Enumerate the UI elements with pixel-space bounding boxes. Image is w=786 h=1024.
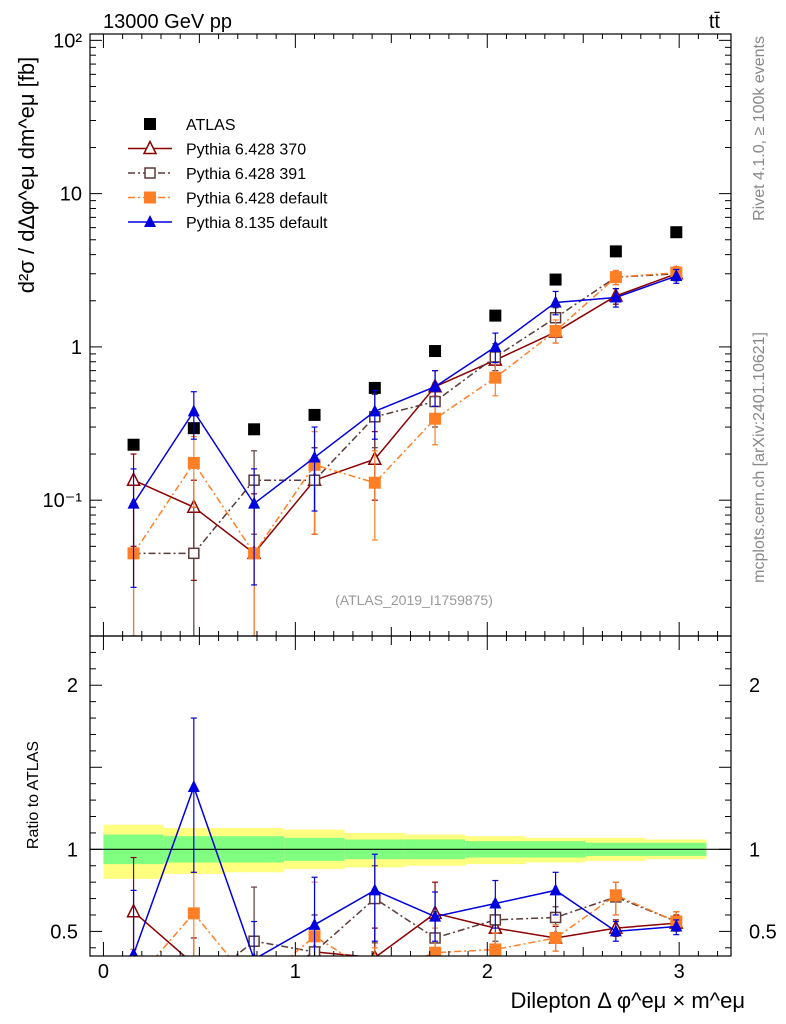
- data-point-py6_default: [429, 412, 442, 425]
- ratio-xlabel: Dilepton Δ φ^eμ × m^eμ: [510, 988, 745, 1013]
- ratio-y-tick-label-right: 0.5: [749, 921, 777, 943]
- ratio-x-tick-label: 1: [290, 961, 301, 983]
- series-line-py8_default: [132, 275, 677, 505]
- ratio-x-tick-label: 3: [674, 961, 685, 983]
- data-point-py8_default: [187, 404, 200, 417]
- axes-layer: 10⁻¹ 1 10 10² 0 1 2 3 0.5 0.5 1 1 2 2: [43, 30, 777, 983]
- main-plot-layer: [126, 226, 684, 636]
- series-line-py6_370: [133, 911, 677, 956]
- series-line-py6_default: [155, 894, 677, 956]
- ratio-x-tick-label: 0: [98, 961, 109, 983]
- legend-marker-py6_default: [144, 191, 156, 204]
- data-point-atlas: [549, 273, 562, 286]
- data-point-py8_default: [127, 496, 140, 509]
- data-point-py8_default: [549, 883, 562, 896]
- data-point-py6_default: [549, 931, 562, 944]
- rivet-version-label: Rivet 4.1.0, ≥ 100k events: [751, 36, 768, 221]
- process-label: tt̄: [709, 11, 721, 33]
- ratio-y-tick-label: 2: [67, 675, 78, 697]
- data-point-py8_default: [252, 952, 256, 956]
- data-point-py8_default: [429, 909, 442, 922]
- data-point-py6_default: [187, 907, 200, 920]
- data-point-py6_default: [549, 324, 562, 337]
- ratio-x-tick-label: 2: [482, 961, 493, 983]
- data-point-atlas: [429, 345, 442, 358]
- data-point-atlas: [670, 226, 683, 239]
- legend-marker-atlas: [144, 118, 156, 130]
- data-point-py6_default: [609, 271, 622, 284]
- series-line-py6_391: [234, 896, 677, 956]
- main-y-tick-label: 1: [71, 337, 82, 359]
- data-point-py6_default: [248, 981, 260, 993]
- data-point-py8_default: [248, 496, 261, 509]
- data-point-py8_default: [129, 947, 138, 956]
- data-point-py8_default: [368, 883, 381, 896]
- legend: ATLAS Pythia 6.428 370 Pythia 6.428 391 Pyt…: [128, 117, 328, 232]
- series-line-py6_default: [132, 271, 677, 555]
- data-point-py8_default: [368, 404, 381, 417]
- legend-marker-py8_default: [144, 215, 156, 227]
- data-point-py6_default: [128, 976, 140, 988]
- ratio-ylabel: Ratio to ATLAS: [25, 741, 42, 849]
- analysis-id-label: (ATLAS_2019_I1759875): [335, 592, 493, 608]
- data-point-py8_default: [429, 379, 442, 392]
- data-point-py6_default: [609, 889, 622, 902]
- data-point-py8_default: [489, 339, 502, 352]
- legend-label-atlas: ATLAS: [186, 117, 236, 134]
- legend-marker-py6_391: [144, 167, 156, 179]
- data-point-py6_default: [187, 456, 200, 469]
- data-point-py6_391: [189, 984, 199, 994]
- source-label: mcplots.cern.ch [arXiv:2401.10621]: [751, 332, 768, 583]
- ratio-uncertainty-bands: [90, 824, 731, 879]
- data-point-py6_default: [369, 968, 381, 980]
- main-y-tick-label: 10²: [53, 30, 82, 52]
- data-point-py6_391: [188, 547, 200, 560]
- data-point-py6_391: [129, 977, 139, 987]
- data-point-atlas: [308, 408, 321, 421]
- series-line-py8_default: [132, 784, 677, 956]
- ratio-y-tick-label-right: 1: [749, 839, 760, 861]
- series-line-py6_391: [133, 273, 677, 555]
- main-y-tick-label: 10: [60, 184, 82, 206]
- data-point-py6_default: [489, 371, 502, 384]
- data-point-py8_default: [609, 924, 622, 937]
- data-point-py8_default: [670, 269, 683, 282]
- data-point-py8_default: [489, 896, 502, 909]
- data-point-py8_default: [187, 779, 200, 792]
- ratio-y-tick-label: 1: [67, 839, 78, 861]
- data-point-atlas: [489, 309, 502, 322]
- legend-label-py8_default: Pythia 8.135 default: [186, 215, 328, 232]
- series-line-py6_370: [133, 273, 677, 555]
- legend-label-py6_default: Pythia 6.428 default: [186, 191, 328, 208]
- data-point-py8_default: [549, 295, 562, 308]
- data-point-py8_default: [308, 450, 321, 463]
- main-y-tick-label: 10⁻¹: [43, 490, 83, 512]
- data-point-py8_default: [670, 919, 683, 932]
- ratio-frame: [89, 635, 732, 957]
- main-ylabel: d²σ / dΔφ^eμ dm^eμ [fb]: [14, 57, 39, 294]
- legend-label-py6_391: Pythia 6.428 391: [186, 166, 306, 183]
- data-point-atlas: [127, 438, 140, 451]
- legend-label-py6_370: Pythia 6.428 370: [186, 142, 306, 159]
- data-point-atlas: [248, 423, 261, 436]
- legend-marker-py6_370: [142, 139, 158, 155]
- data-point-py6_default: [368, 476, 381, 489]
- ratio-y-tick-label: 0.5: [50, 921, 78, 943]
- ratio-plot-layer: [126, 717, 684, 994]
- data-point-atlas: [609, 245, 622, 258]
- data-point-py8_default: [609, 290, 622, 303]
- data-point-py8_default: [308, 917, 321, 930]
- energy-label: 13000 GeV pp: [103, 11, 232, 33]
- data-point-py6_370: [193, 955, 195, 956]
- data-point-py6_370: [248, 980, 260, 992]
- data-point-py6_default: [429, 946, 442, 956]
- ratio-y-tick-label-right: 2: [749, 675, 760, 697]
- data-point-py6_default: [489, 943, 502, 956]
